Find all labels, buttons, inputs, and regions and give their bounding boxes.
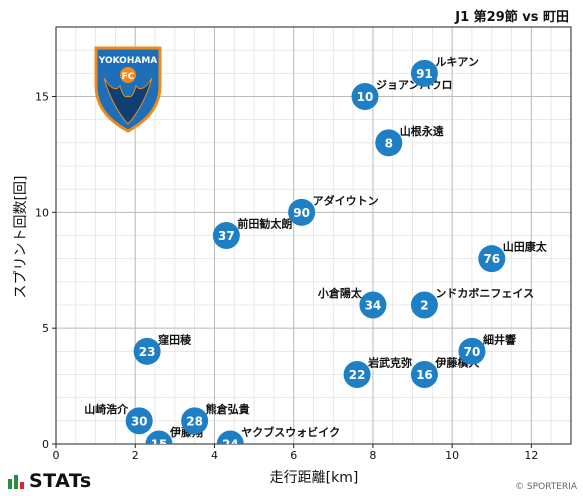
player-name-label: ルキアン: [435, 55, 479, 68]
player-marker: [125, 407, 153, 435]
x-tick-label: 12: [524, 449, 538, 462]
player-number: 91: [416, 67, 433, 81]
player-marker: [410, 361, 438, 388]
player-number: 16: [416, 368, 433, 382]
player-number: 37: [218, 229, 235, 243]
logo-phoenix-icon: [103, 77, 153, 125]
player-number: 22: [349, 368, 366, 382]
player-number: 70: [464, 345, 481, 359]
y-tick-label: 15: [35, 91, 49, 104]
player-marker: [410, 59, 438, 87]
player-number: 30: [131, 414, 148, 428]
x-tick-label: 6: [290, 449, 297, 462]
logo-text: YOKOHAMA: [98, 56, 158, 66]
stats-bars-icon: [8, 475, 24, 489]
y-axis-label: スプリント回数[回]: [13, 176, 29, 299]
player-marker: [478, 245, 506, 273]
stats-logo: STATs: [8, 470, 92, 492]
player-marker: [410, 291, 438, 319]
x-tick-label: 10: [445, 449, 459, 462]
yokohama-fc-logo: YOKOHAMA FC: [94, 46, 162, 133]
player-number: 90: [293, 206, 310, 220]
player-marker: [133, 337, 161, 365]
player-marker: [359, 291, 387, 319]
player-number: 2: [420, 299, 428, 313]
x-tick-label: 8: [369, 449, 376, 462]
player-name-label: 前田勧太朗: [237, 217, 292, 231]
player-name-label: 熊倉弘貴: [206, 402, 250, 416]
logo-badge-circle: [120, 67, 136, 83]
plot-frame: [55, 26, 572, 445]
player-name-label: 岩武克弥: [367, 356, 412, 370]
player-number: 15: [151, 438, 168, 452]
player-number: 34: [365, 299, 382, 313]
logo-badge-text: FC: [122, 72, 135, 82]
data-points: 91 10 8 90 37 76 34 2 23 70 22 16 30 28 15 24: [125, 59, 506, 452]
player-name-label: ヤクブスウォビイク: [241, 425, 340, 439]
player-name-label: 窪田稜: [158, 332, 192, 346]
x-tick-label: 4: [211, 449, 218, 462]
player-marker: [288, 198, 316, 226]
player-name-label: 小倉陽太: [317, 286, 363, 300]
stats-brand: STATs: [29, 470, 92, 492]
player-marker: [458, 337, 486, 365]
axes: [55, 26, 572, 445]
player-marker: [375, 129, 403, 157]
copyright: © SPORTERIA: [515, 482, 577, 492]
player-name-label: 山根永遠: [400, 124, 444, 138]
chart-title: J1 第29節 vs 町田: [455, 10, 569, 25]
y-tick-label: 10: [35, 206, 49, 219]
logo-shield-shape: [94, 46, 162, 133]
player-number: 28: [186, 414, 203, 428]
player-name-label: 細井響: [483, 332, 516, 346]
player-marker: [216, 430, 244, 444]
x-axis-label: 走行距離[km]: [270, 469, 359, 486]
player-number: 10: [357, 90, 374, 104]
player-name-label: 山崎浩介: [84, 402, 129, 416]
player-marker: [343, 361, 371, 388]
y-tick-label: 5: [42, 322, 49, 335]
player-number: 76: [483, 252, 500, 266]
x-tick-label: 0: [53, 449, 60, 462]
player-marker: [181, 407, 209, 435]
player-number: 24: [222, 438, 239, 452]
player-marker: [351, 83, 379, 110]
player-marker: [212, 222, 240, 249]
player-number: 23: [139, 345, 156, 359]
player-name-label: 山田康太: [503, 240, 548, 254]
player-number: 8: [385, 136, 393, 150]
y-tick-label: 0: [42, 438, 49, 451]
player-marker: [145, 430, 173, 444]
player-name-label: ンドカボニフェイス: [435, 286, 534, 300]
x-tick-label: 2: [132, 449, 139, 462]
player-name-label: アダイウトン: [313, 193, 379, 207]
